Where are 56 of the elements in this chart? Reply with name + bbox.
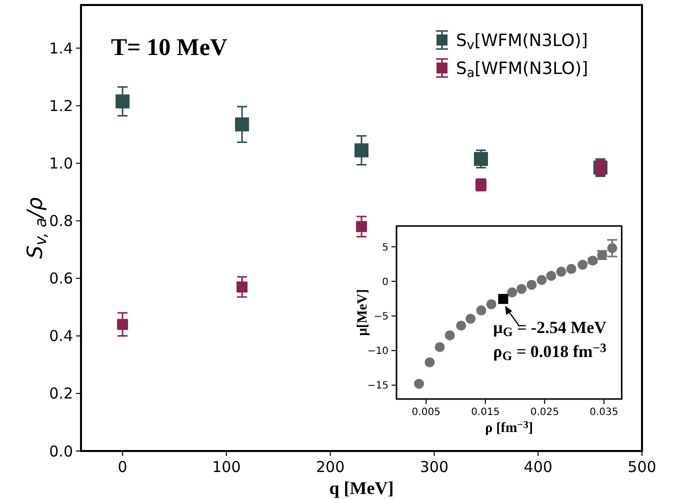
y-tick-label: 1.4	[49, 39, 73, 58]
x-tick-label: 500	[628, 458, 656, 476]
point	[566, 264, 576, 274]
point	[424, 357, 435, 368]
y-axis-title: μ[MeV]	[356, 289, 370, 336]
legend-label: S$_{a}$[WFM(N3LO)]	[456, 59, 588, 82]
y-tick-label: 1.0	[49, 154, 73, 173]
point	[507, 287, 518, 298]
x-axis-title: ρ [fm$^{−3}$]	[485, 420, 534, 436]
point	[116, 94, 130, 108]
point	[476, 305, 486, 316]
point	[236, 281, 248, 292]
legend-label: S$_{v}$[WFM(N3LO)]	[456, 31, 588, 54]
point	[498, 294, 508, 304]
y-tick-label: 0	[382, 276, 388, 288]
y-tick-label: −5	[374, 311, 388, 322]
point	[546, 270, 556, 281]
point	[414, 378, 424, 389]
x-tick-label: 0.035	[590, 407, 618, 418]
point	[235, 117, 250, 132]
point	[434, 342, 445, 352]
point	[516, 284, 527, 294]
annotation: ρ$_{G}$ = 0.018 fm$^{−3}$	[493, 340, 606, 364]
annotation: μ$_{G}$ = -2.54 MeV	[493, 318, 608, 340]
point	[536, 274, 547, 285]
x-tick-label: 100	[212, 458, 241, 476]
x-tick-label: 0	[118, 458, 128, 476]
point	[117, 318, 128, 330]
x-tick-label: 200	[316, 458, 345, 476]
point	[474, 152, 488, 166]
y-tick-label: −15	[367, 380, 388, 392]
y-tick-label: 0.2	[49, 384, 73, 403]
point	[354, 143, 368, 158]
x-axis-title: q [MeV]	[329, 478, 394, 498]
x-tick-label: 300	[420, 458, 449, 476]
y-tick-label: 0.0	[49, 442, 73, 460]
point	[588, 256, 598, 266]
point	[578, 260, 588, 270]
x-tick-label: 400	[524, 458, 552, 476]
y-tick-label: 0.8	[49, 212, 73, 230]
y-tick-label: 5	[382, 242, 388, 254]
point	[456, 320, 466, 331]
y-tick-label: 0.4	[49, 327, 73, 346]
point	[466, 314, 476, 324]
y-tick-label: 0.6	[49, 270, 73, 288]
point	[444, 330, 455, 340]
y-tick-label: −10	[367, 346, 388, 358]
point	[486, 299, 496, 310]
point	[356, 221, 367, 232]
x-tick-label: 0.015	[471, 407, 500, 418]
y-tick-label: 1.2	[49, 96, 73, 115]
annotation: T= 10 MeV	[111, 35, 228, 61]
x-tick-label: 0.005	[412, 407, 440, 418]
x-tick-label: 0.025	[530, 407, 559, 418]
point	[556, 266, 566, 277]
point	[526, 280, 537, 290]
